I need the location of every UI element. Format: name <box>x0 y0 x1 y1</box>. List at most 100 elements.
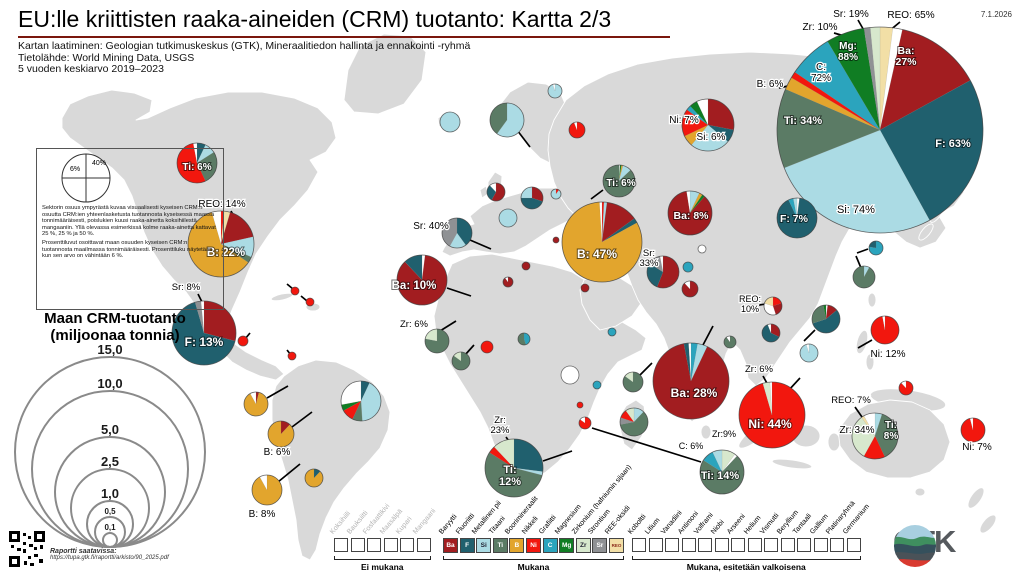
pie-label-india: Ba: 28% <box>671 386 718 400</box>
title-block: EU:lle kriittisten raaka-aineiden (CRM) … <box>18 6 718 76</box>
legend-bracket-ei_mukana <box>334 556 431 560</box>
pie-morocco <box>396 254 448 306</box>
pie-label-mozambique: C: 6% <box>679 441 704 451</box>
landmass-tasmania <box>914 487 926 497</box>
explanation-paragraph-2: Prosenttiluvut osoittavat maan osuuden k… <box>42 239 215 260</box>
legend-square-Nikkeli: Ni <box>526 538 541 553</box>
legend-group-label-mukana: Mukana <box>517 562 550 572</box>
pie-zimbabwe <box>578 416 592 430</box>
legend-square-Baryytti: Ba <box>443 538 458 553</box>
pie-chile <box>251 474 283 506</box>
landmass-cuba <box>270 292 294 302</box>
leader-line-vietnam <box>803 329 816 342</box>
legend-square-Strontium: Sr <box>592 538 608 553</box>
pie-zambia <box>576 401 584 409</box>
pie-label-australia: REO: 7% <box>831 395 871 406</box>
pie-turkey <box>561 201 643 283</box>
pie-label-mexico: Sr: 8% <box>172 282 201 293</box>
pie-uk <box>486 182 506 202</box>
landmass-java <box>771 458 813 470</box>
pie-finland <box>568 121 586 139</box>
pie-france <box>498 208 518 228</box>
legend-group-label-valkoisena: Mukana, esitetään valkoisena <box>686 562 806 572</box>
legend-square-Fluoriitti: F <box>459 538 475 553</box>
leader-line-india <box>702 325 714 346</box>
map-date: 7.1.2026 <box>980 10 1012 19</box>
report-label: Raportti saatavissa: <box>50 548 117 555</box>
leader-line-australia <box>854 406 863 418</box>
example-pie: 6% 40% <box>42 151 218 203</box>
pie-label-china: F: 63% <box>935 138 971 150</box>
explanation-paragraph-1: Sektorin osuus ympyrästä kuvaa visuaalis… <box>42 205 216 238</box>
pie-label-china: C: <box>816 62 826 73</box>
legend-square-Helium <box>747 538 762 552</box>
pie-label-china: B: 6% <box>757 79 784 90</box>
pie-label-mexico: F: 13% <box>185 335 224 349</box>
pie-label-southafrica: Ti: <box>503 464 516 476</box>
pie-sweden <box>547 83 563 99</box>
pie-peru <box>243 391 269 417</box>
leader-line-senegal <box>439 320 457 332</box>
pie-malaysia <box>799 343 819 363</box>
pie-usa <box>187 210 255 278</box>
pie-label-turkey: B: 47% <box>577 247 617 261</box>
pie-label-mozambique: Ti: 14% <box>701 470 740 482</box>
landmass-taiwan <box>867 292 877 308</box>
legend-square-Antimoni <box>681 538 696 552</box>
pie-algeria <box>502 276 514 288</box>
legend-square-Koboltti <box>632 538 646 552</box>
pie-ivorycoast <box>480 340 494 354</box>
leader-line-spain <box>469 239 492 250</box>
pie-indonesia <box>738 381 806 449</box>
size-legend-title: Maan CRM-tuotanto (miljoonaa tonnia) <box>30 310 200 344</box>
leader-line-peru <box>266 385 289 399</box>
pie-egypt <box>580 283 590 293</box>
pie-tanzania <box>592 380 602 390</box>
pie-label-southafrica: 23% <box>490 425 510 436</box>
pie-spain <box>441 217 473 249</box>
report-url: https://tupa.gtk.fi/raportti/arkisto/90_… <box>50 555 169 561</box>
pie-northkorea <box>868 240 884 256</box>
subtitle-line-3: 5 vuoden keskiarvo 2019–2023 <box>18 63 164 75</box>
pies-layer <box>171 26 986 506</box>
pie-canada <box>176 142 218 184</box>
pie-label-mongolia: F: 7% <box>780 213 809 225</box>
legend-bracket-valkoisena <box>632 556 861 560</box>
landmass-philippines-2 <box>865 353 875 371</box>
pie-brazil <box>340 380 382 422</box>
pie-guatemala <box>237 335 249 347</box>
pie-label-senegal: Zr: 6% <box>400 319 429 330</box>
pie-sierraleone <box>451 351 471 371</box>
legend-square-Maasälpä <box>383 538 398 552</box>
pie-poland <box>550 188 562 200</box>
leader-line-norway <box>516 129 531 148</box>
size-legend-title-line1: Maan CRM-tuotanto <box>44 310 186 327</box>
leader-line-southkorea <box>855 255 862 269</box>
subtitle-line-2: Tietolähde: World Mining Data, USGS <box>18 51 195 64</box>
pie-label-china: Ti: 34% <box>784 115 823 127</box>
size-circle-0,1 <box>102 532 118 548</box>
pie-label-australia: Ti: <box>885 420 897 431</box>
leader-line-mozambique <box>591 427 702 463</box>
pie-label-china: Sr: 19% <box>833 9 869 20</box>
pie-drcongo <box>560 365 580 385</box>
page-title: EU:lle kriittisten raaka-aineiden (CRM) … <box>18 6 612 32</box>
size-circle-label: 0,1 <box>104 523 116 532</box>
pie-label-china: Zr: 10% <box>802 22 837 33</box>
leader-line-kenya <box>639 362 653 376</box>
legend-square-Metallinen pii: Si <box>476 538 492 553</box>
landmass-greenland <box>343 33 427 115</box>
pie-bolivia <box>267 420 295 448</box>
legend-square-Mangaani <box>416 538 431 552</box>
pie-label-indonesia: Zr: 6% <box>745 364 774 375</box>
title-rule <box>18 36 670 38</box>
pie-label-chile: B: 8% <box>249 509 276 520</box>
pie-centralasia <box>682 261 694 273</box>
pie-label-southafrica: 12% <box>499 476 521 488</box>
landmass-japan-2 <box>918 223 934 241</box>
explanation-box: 6% 40% Sektorin osuus ympyrästä kuvaa vi… <box>36 148 224 310</box>
legend-square-Arseeni <box>731 538 745 552</box>
gtk-globe-icon <box>894 525 936 567</box>
pie-label-usa: REO: 14% <box>198 199 245 210</box>
